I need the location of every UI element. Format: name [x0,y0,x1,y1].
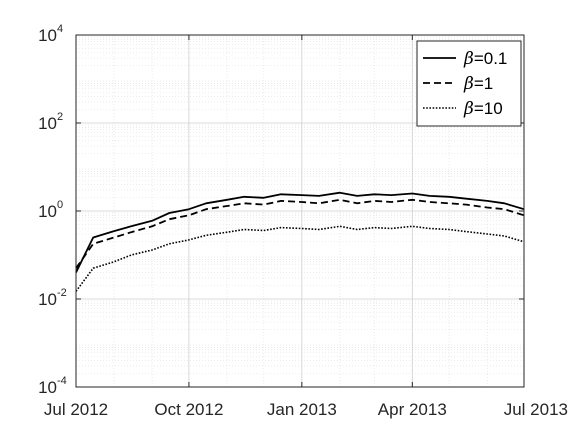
legend-item-3: β=10 [423,99,503,119]
y-tick-label: 10 4 [38,23,63,45]
x-axis-ticks: Jul 2012 Oct 2012 Jan 2013 Apr 2013 Jul 2013 [44,35,568,419]
y-tick-label: 10 -2 [38,287,67,309]
x-tick-label: Apr 2013 [378,400,447,419]
legend-value: =0.1 [474,49,508,68]
series-1 [75,191,525,273]
y-tick-exponent: 0 [57,199,63,211]
legend-beta-symbol: β [463,74,474,94]
y-tick-base: 10 [38,378,57,397]
y-tick-label: 10 -4 [38,375,67,397]
y-tick-exponent: -2 [57,287,67,299]
series-2 [75,198,525,269]
y-tick-label: 10 0 [38,199,63,221]
y-tick-base: 10 [38,114,57,133]
series-line-2 [75,198,525,269]
y-tick-label: 10 2 [38,111,63,133]
y-tick-exponent: -4 [57,375,67,387]
legend-label: β=0.1 [463,49,507,69]
legend-beta-symbol: β [463,49,474,69]
major-grid [76,35,524,387]
y-tick-base: 10 [38,290,57,309]
x-tick-label: Jul 2012 [44,400,108,419]
series-3 [75,225,525,292]
legend-value: =10 [474,99,503,118]
legend-item-2: β=1 [423,74,493,94]
series-layer [75,191,525,292]
legend-beta-symbol: β [463,99,474,119]
legend-item-1: β=0.1 [423,49,507,69]
legend-value: =1 [474,74,493,93]
legend-label: β=1 [463,74,493,94]
y-tick-base: 10 [38,202,57,221]
legend-label: β=10 [463,99,503,119]
x-tick-label: Jul 2013 [504,400,568,419]
y-tick-exponent: 4 [57,23,63,35]
x-tick-label: Oct 2012 [154,400,223,419]
y-tick-exponent: 2 [57,111,63,123]
legend: β=0.1β=1β=10 [416,40,522,127]
series-line-3 [75,225,525,292]
series-line-1 [75,191,525,273]
x-tick-label: Jan 2013 [267,400,337,419]
y-tick-base: 10 [38,26,57,45]
